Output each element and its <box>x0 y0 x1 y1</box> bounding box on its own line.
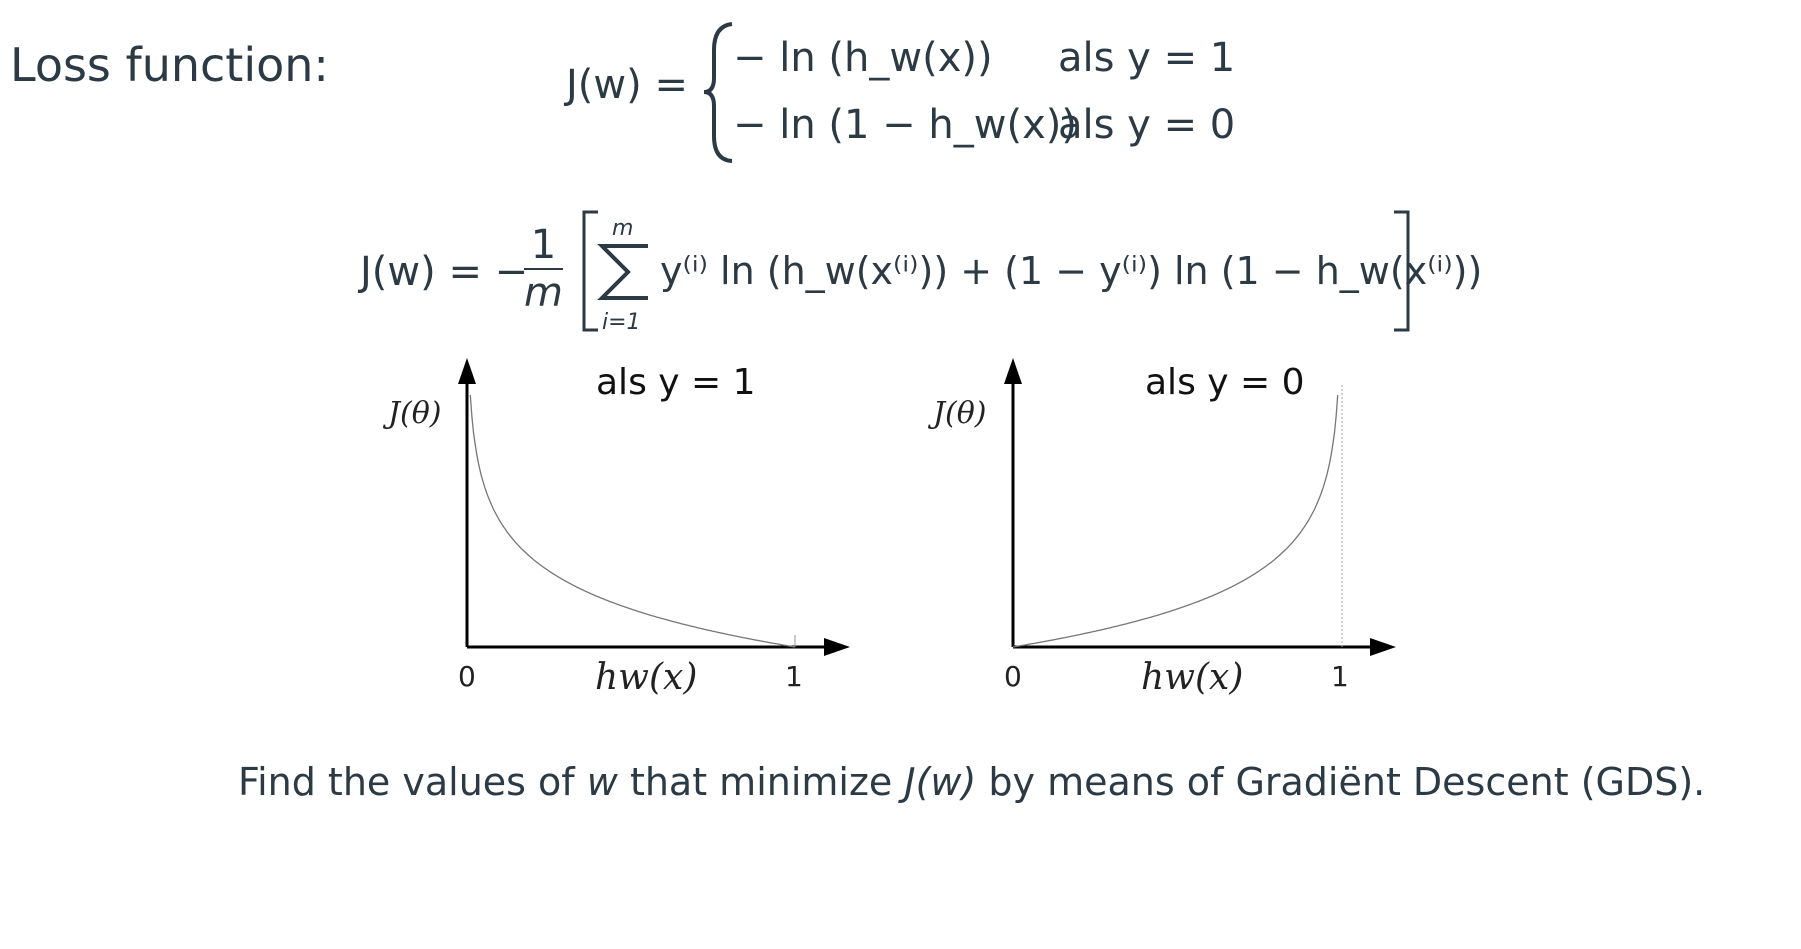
piecewise-lhs: J(w) = <box>566 62 688 108</box>
left-bracket <box>582 210 598 332</box>
loss-function-heading: Loss function: <box>10 38 329 92</box>
left-brace <box>703 22 733 163</box>
left-chart-title: als y = 1 <box>596 362 756 403</box>
sum-lower-limit: i=1 <box>602 310 641 335</box>
case2-expression: − ln (1 − h_w(x)) <box>733 102 1077 148</box>
fraction-numerator: 1 <box>524 222 563 270</box>
left-chart <box>458 358 850 656</box>
left-chart-y-arrow-icon <box>458 358 476 384</box>
right-chart-x1-tick: 1 <box>1331 660 1349 693</box>
sum-upper-limit: m <box>612 216 634 241</box>
footer-w: w <box>586 760 618 804</box>
right-chart-xlabel: hw(x) <box>1141 657 1244 698</box>
sum-body: y⁽ⁱ⁾ ln (h_w(x⁽ⁱ⁾)) + (1 − y⁽ⁱ⁾) ln (1 −… <box>660 249 1483 293</box>
right-chart-ylabel: J(θ) <box>933 396 987 431</box>
right-chart-x-arrow-icon <box>1370 638 1396 656</box>
case1-condition: als y = 1 <box>1058 35 1236 81</box>
right-chart <box>1004 358 1396 656</box>
sum-lhs: J(w) = − <box>360 249 529 295</box>
sigma-symbol <box>597 244 648 300</box>
footer-sentence: Find the values of w that minimize J(w) … <box>238 760 1705 804</box>
footer-jw: J(w) <box>904 760 977 804</box>
left-chart-x-arrow-icon <box>824 638 850 656</box>
right-chart-curve <box>1012 394 1339 648</box>
footer-pre: Find the values of <box>238 760 587 804</box>
case2-condition: als y = 0 <box>1058 102 1236 148</box>
case1-expression: − ln (h_w(x)) <box>733 35 993 81</box>
right-bracket <box>1394 210 1410 332</box>
right-chart-title: als y = 0 <box>1145 362 1305 403</box>
right-chart-x0-tick: 0 <box>1004 660 1022 693</box>
right-chart-y-arrow-icon <box>1004 358 1022 384</box>
fraction-denominator: m <box>524 270 563 316</box>
left-chart-x0-tick: 0 <box>458 660 476 693</box>
left-chart-x1-tick: 1 <box>785 660 803 693</box>
fraction-one-over-m: 1 m <box>524 222 563 316</box>
left-chart-ylabel: J(θ) <box>388 396 442 431</box>
footer-mid: that minimize <box>617 760 905 804</box>
left-chart-curve <box>469 394 796 648</box>
footer-post: by means of Gradiënt Descent (GDS). <box>976 760 1706 804</box>
left-chart-xlabel: hw(x) <box>595 657 698 698</box>
